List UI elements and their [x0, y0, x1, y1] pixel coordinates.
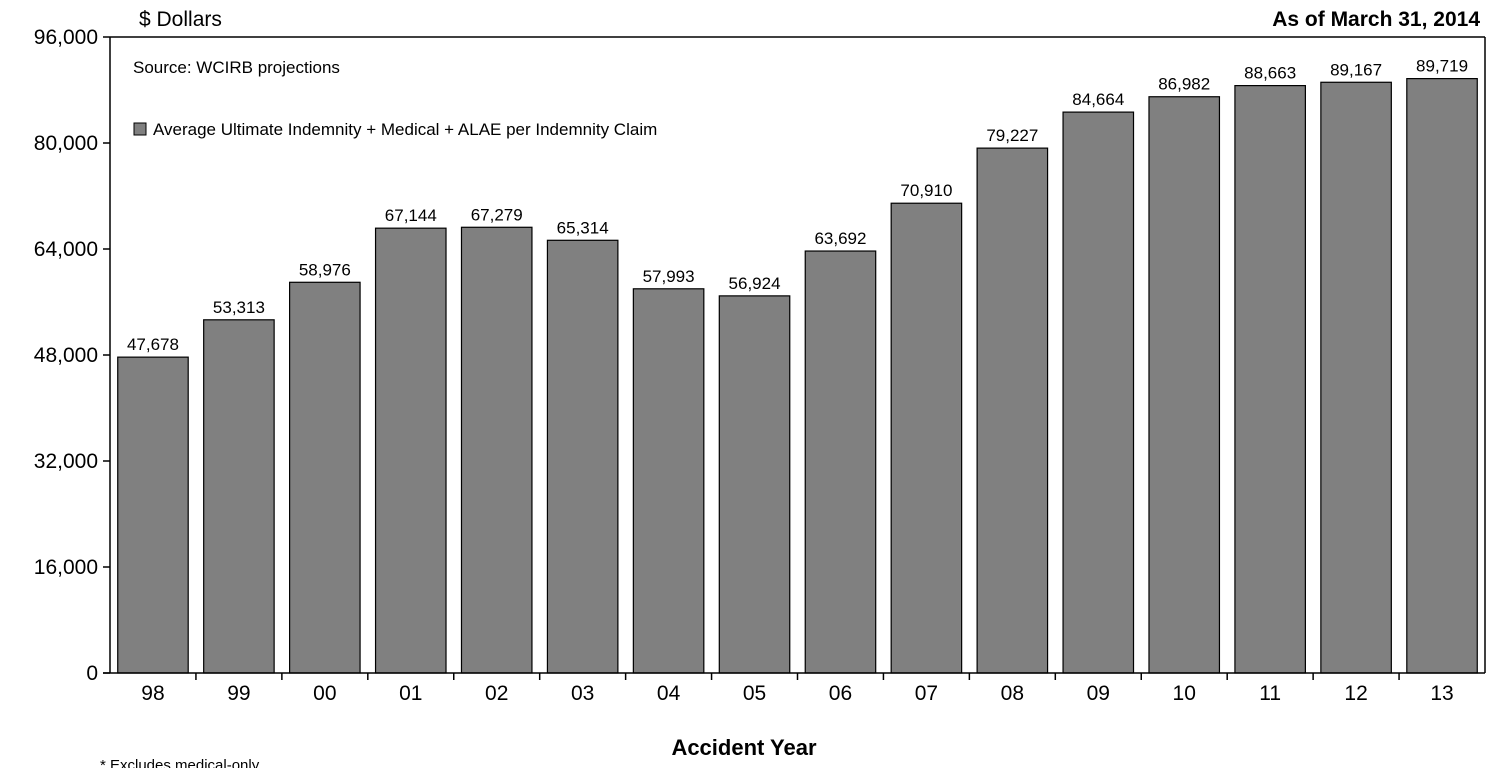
bar-13 — [1406, 78, 1478, 674]
bar-01 — [374, 227, 447, 674]
x-tick-label: 11 — [1259, 682, 1281, 705]
x-tick-label: 08 — [1001, 682, 1024, 705]
bar-value-label: 79,227 — [986, 126, 1038, 145]
bar-07 — [890, 202, 963, 674]
bar-value-label: 70,910 — [900, 181, 952, 200]
x-tick-label: 98 — [141, 682, 164, 705]
bar-09 — [1062, 111, 1135, 674]
x-tick-label: 02 — [485, 682, 508, 705]
x-tick-label: 10 — [1173, 682, 1196, 705]
bars — [117, 78, 1478, 674]
bar-value-label: 86,982 — [1158, 75, 1210, 94]
x-tick-label: 05 — [743, 682, 766, 705]
x-tick-label: 12 — [1344, 682, 1367, 705]
bar-value-label: 88,663 — [1244, 64, 1296, 83]
x-tick-label: 09 — [1087, 682, 1110, 705]
bar-value-label: 56,924 — [729, 274, 781, 293]
legend-swatch — [133, 122, 147, 136]
bar-value-label: 67,144 — [385, 206, 437, 225]
bar-04 — [632, 288, 705, 674]
bar-03 — [546, 239, 619, 674]
x-tick-label: 03 — [571, 682, 594, 705]
footnote: * Excludes medical-only — [100, 757, 260, 768]
x-tick-label: 01 — [399, 682, 422, 705]
x-axis-ticks: 98 99 00 01 02 03 04 05 06 07 08 09 10 11 12 13 — [141, 673, 1454, 705]
x-tick-label: 13 — [1430, 682, 1453, 705]
x-tick-label: 00 — [313, 682, 336, 705]
x-tick-label: 06 — [829, 682, 852, 705]
x-tick-label: 07 — [915, 682, 938, 705]
bar-value-label: 89,167 — [1330, 60, 1382, 79]
bar-11 — [1234, 85, 1306, 674]
bar-value-label: 67,279 — [471, 205, 523, 224]
bar-05 — [718, 295, 791, 674]
x-tick-label: 99 — [227, 682, 250, 705]
bar-value-label: 65,314 — [557, 218, 609, 237]
y-tick-label: 48,000 — [34, 344, 98, 367]
bar-99 — [203, 319, 275, 674]
legend: Average Ultimate Indemnity + Medical + A… — [133, 120, 657, 139]
y-tick-label: 96,000 — [34, 26, 98, 49]
x-tick-label: 04 — [657, 682, 681, 705]
y-tick-label: 80,000 — [34, 132, 98, 155]
bar-06 — [804, 250, 877, 674]
y-unit-label: $ Dollars — [139, 8, 222, 31]
bar-98 — [117, 356, 189, 674]
source-note: Source: WCIRB projections — [133, 58, 340, 77]
bar-value-label: 63,692 — [814, 229, 866, 248]
y-tick-label: 0 — [86, 662, 98, 685]
bar-value-label: 47,678 — [127, 335, 179, 354]
bar-value-label: 58,976 — [299, 260, 351, 279]
y-tick-label: 64,000 — [34, 238, 98, 261]
bar-12 — [1320, 81, 1392, 674]
bar-value-label: 84,664 — [1072, 90, 1124, 109]
bar-02 — [460, 226, 533, 674]
bar-10 — [1148, 96, 1221, 674]
bar-value-labels: 47,678 53,313 58,976 67,144 67,279 65,314 57,9… — [127, 57, 1468, 355]
y-tick-label: 32,000 — [34, 450, 98, 473]
bar-value-label: 57,993 — [643, 267, 695, 286]
x-axis-title: Accident Year — [671, 735, 817, 760]
legend-label: Average Ultimate Indemnity + Medical + A… — [153, 120, 657, 139]
bar-00 — [289, 281, 361, 674]
bar-08 — [976, 147, 1049, 674]
as-of-date-label: As of March 31, 2014 — [1272, 8, 1480, 31]
y-axis-ticks: 0 16,000 32,000 48,000 64,000 80,000 96,000 — [34, 26, 110, 685]
bar-value-label: 89,719 — [1416, 57, 1468, 76]
bar-value-label: 53,313 — [213, 298, 265, 317]
y-tick-label: 16,000 — [34, 556, 98, 579]
